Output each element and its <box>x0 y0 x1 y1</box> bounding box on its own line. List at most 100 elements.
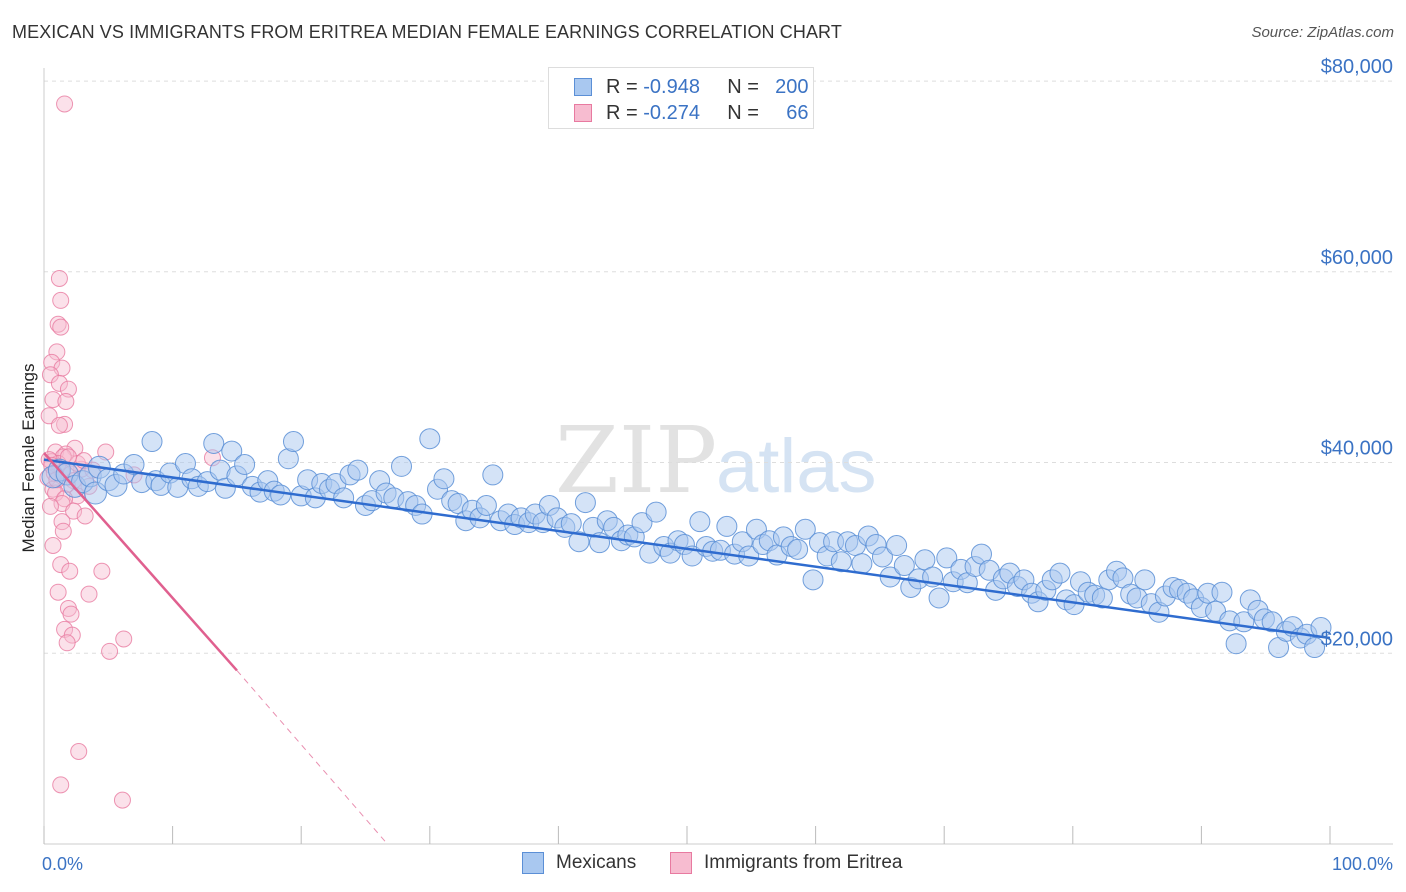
eritrea-point <box>80 585 98 603</box>
legend-r-value: -0.274 <box>643 101 700 124</box>
legend-n-label: N = <box>727 101 759 124</box>
y-tick-label: $40,000 <box>1321 438 1393 460</box>
mexican-point <box>631 512 653 534</box>
bottom-legend-eritrea: Immigrants from Eritrea <box>670 850 902 876</box>
mexican-point <box>203 432 225 454</box>
eritrea-point <box>93 562 111 580</box>
bottom-legend-mexicans: Mexicans <box>522 850 636 876</box>
eritrea-point <box>76 507 94 525</box>
legend-row-eritrea: R = -0.274 N = 66 <box>549 99 809 127</box>
mexican-point <box>871 546 893 568</box>
eritrea-point <box>49 583 67 601</box>
mexican-point <box>574 492 596 514</box>
mexican-point <box>433 468 455 490</box>
legend-row-mexicans: R = -0.948 N = 200 <box>549 73 809 101</box>
eritrea-point <box>61 562 79 580</box>
eritrea-point <box>52 291 70 309</box>
mexican-point <box>391 455 413 477</box>
legend-n-label: N = <box>727 75 759 98</box>
mexican-point <box>234 453 256 475</box>
eritrea-point <box>52 776 70 794</box>
axis-labels: $20,000 $40,000 $60,000 $80,000 0.0% 100.0% Me… <box>19 56 1393 874</box>
gridlines <box>44 80 1393 654</box>
mexican-point <box>123 453 145 475</box>
mexican-point <box>1225 633 1247 655</box>
y-tick-label: $20,000 <box>1321 628 1393 650</box>
mexican-point <box>893 555 915 577</box>
eritrea-point <box>49 315 67 333</box>
mexican-point <box>141 431 163 453</box>
eritrea-point <box>50 416 68 434</box>
mexican-point <box>333 487 355 509</box>
mexican-point <box>689 511 711 533</box>
eritrea-point <box>70 742 88 760</box>
eritrea-point <box>43 353 61 371</box>
mexican-point <box>928 587 950 609</box>
mexican-point <box>347 459 369 481</box>
mexican-trend-line <box>43 458 1331 640</box>
bottom-legend-swatch-mexicans <box>522 852 544 874</box>
bottom-legend-label-eritrea: Immigrants from Eritrea <box>704 852 903 873</box>
mexican-point <box>645 501 667 523</box>
x-tick-label-min: 0.0% <box>42 854 83 874</box>
mexican-point <box>270 484 292 506</box>
mexican-point <box>568 531 590 553</box>
eritrea-point <box>62 605 80 623</box>
mexican-point <box>221 440 243 462</box>
chart-source: Source: ZipAtlas.com <box>1251 24 1394 41</box>
legend-n-value: 200 <box>775 75 809 98</box>
trend-lines <box>43 452 1331 845</box>
eritrea-point <box>58 634 76 652</box>
eritrea-points <box>39 95 221 809</box>
eritrea-point <box>113 791 131 809</box>
eritrea-point <box>56 415 74 433</box>
eritrea-point <box>50 269 68 287</box>
eritrea-point <box>41 366 59 384</box>
mexican-point <box>1304 637 1326 659</box>
mexican-point <box>802 569 824 591</box>
legend-r-label: R = <box>606 101 638 124</box>
eritrea-point <box>52 556 70 574</box>
mexican-point <box>936 547 958 569</box>
eritrea-trend-line <box>43 452 238 672</box>
mexican-point <box>1211 581 1233 603</box>
bottom-legend-label-mexicans: Mexicans <box>556 852 637 873</box>
legend-r-value: -0.948 <box>643 75 700 98</box>
eritrea-point <box>50 374 68 392</box>
eritrea-point <box>54 522 72 540</box>
mexican-points <box>41 428 1332 659</box>
eritrea-trend-extension <box>236 670 388 845</box>
legend-swatch-eritrea <box>574 104 592 122</box>
mexican-point <box>1049 562 1071 584</box>
eritrea-point <box>56 95 74 113</box>
y-tick-label: $60,000 <box>1321 247 1393 269</box>
mexican-point <box>851 553 873 575</box>
eritrea-point <box>44 391 62 409</box>
mexican-point <box>886 535 908 557</box>
mexican-point <box>787 538 809 560</box>
legend-n-value: 66 <box>786 101 809 124</box>
axes <box>43 68 1393 845</box>
mexican-point <box>794 518 816 540</box>
x-tick-label-max: 100.0% <box>1332 854 1393 874</box>
mexican-point <box>419 428 441 450</box>
mexican-point <box>830 551 852 573</box>
legend-swatch-mexicans <box>574 78 592 96</box>
bottom-legend-swatch-eritrea <box>670 852 692 874</box>
mexican-point <box>482 464 504 486</box>
eritrea-point <box>41 497 59 515</box>
eritrea-point <box>48 343 66 361</box>
eritrea-point <box>101 642 119 660</box>
legend-r-label: R = <box>606 75 638 98</box>
mexican-point <box>475 494 497 516</box>
mexican-point <box>282 431 304 453</box>
eritrea-point <box>115 630 133 648</box>
eritrea-point <box>52 318 70 336</box>
mexican-point <box>716 515 738 537</box>
correlation-legend: R = -0.948 N = 200 R = -0.274 N = 66 <box>548 67 814 129</box>
eritrea-point <box>57 393 75 411</box>
watermark-atlas: atlas <box>716 424 877 509</box>
chart-title: MEXICAN VS IMMIGRANTS FROM ERITREA MEDIA… <box>12 22 842 42</box>
eritrea-point <box>44 537 62 555</box>
